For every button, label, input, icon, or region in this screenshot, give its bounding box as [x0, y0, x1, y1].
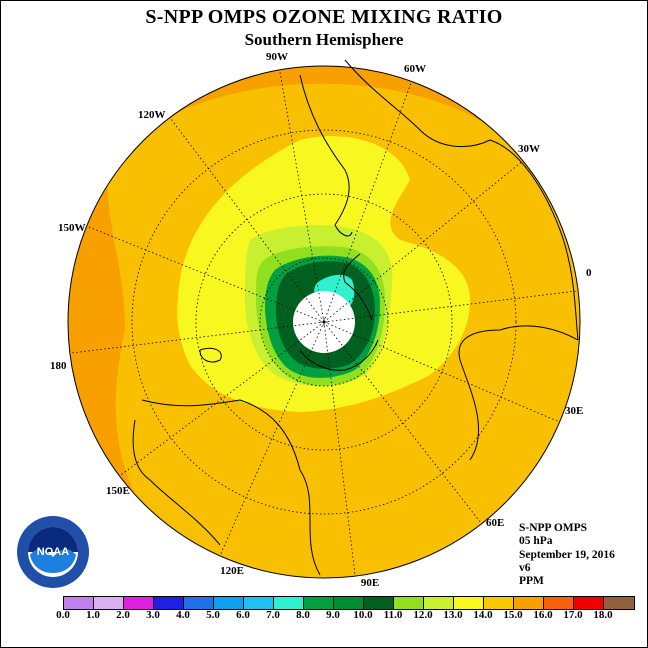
colorbar-tick-label: 12.0 [413, 609, 433, 621]
graticule [69, 69, 579, 577]
map-title: S-NPP OMPS OZONE MIXING RATIO [145, 6, 503, 28]
colorbar-swatch [604, 597, 634, 609]
coastline-path [458, 325, 579, 461]
colorbar-swatch [484, 597, 514, 609]
colorbar-swatch [364, 597, 394, 609]
longitude-label: 30W [518, 143, 540, 155]
colorbar-tick-label: 4.0 [176, 609, 190, 621]
colorbar-swatch [154, 597, 184, 609]
colorbar-tick-label: 1.0 [86, 609, 100, 621]
coastline-path [299, 339, 379, 371]
colorbar-tick-label: 5.0 [206, 609, 220, 621]
colorbar-tick-label: 6.0 [236, 609, 250, 621]
map-subtitle: Southern Hemisphere [244, 30, 404, 49]
colorbar-swatch [214, 597, 244, 609]
longitude-label: 60W [404, 63, 426, 75]
longitude-label: 120W [138, 109, 166, 121]
colorbar-swatch [184, 597, 214, 609]
colorbar-swatch [124, 597, 154, 609]
latitude-circle [195, 193, 453, 451]
coastline-path [299, 74, 353, 237]
longitude-label: 0 [586, 267, 592, 279]
meridian-line [69, 321, 325, 354]
meridian-line [323, 321, 560, 423]
latitude-circle [131, 129, 517, 515]
colorbar-tick-label: 14.0 [473, 609, 493, 621]
colorbar-swatch [424, 597, 454, 609]
meridian-line [279, 69, 325, 323]
meridian-line [169, 117, 325, 323]
colorbar-swatch [394, 597, 424, 609]
colorbar-tick-label: 16.0 [533, 609, 553, 621]
colorbar-swatch [64, 597, 94, 609]
meridian-line [323, 81, 412, 323]
info-date: September 19, 2016 [519, 548, 615, 561]
latitude-circle [259, 257, 389, 387]
colorbar-swatch [454, 597, 484, 609]
longitude-label: 90E [361, 577, 379, 589]
meridian-line [119, 321, 325, 477]
colorbar-tick-label: 8.0 [296, 609, 310, 621]
colorbar-labels: 0.0 1.0 2.0 3.0 4.0 5.0 6.0 7.0 8.0 9.0 10.0 11.0 12… [48, 609, 613, 623]
colorbar-tick-label: 10.0 [353, 609, 373, 621]
longitude-label: 180 [50, 360, 67, 372]
colorbar-tick-label: 17.0 [563, 609, 583, 621]
meridian-line [323, 290, 579, 323]
ozone-field [68, 66, 580, 578]
longitude-label: 120E [220, 565, 244, 577]
colorbar-swatch [544, 597, 574, 609]
colorbar [63, 596, 635, 610]
meridian-line [323, 160, 524, 323]
logo-sky [28, 527, 78, 552]
meridian-line [323, 321, 356, 577]
colorbar-tick-label: 9.0 [326, 609, 340, 621]
meridian-line [323, 321, 482, 524]
colorbar-tick-label: 18.0 [593, 609, 613, 621]
map-boundary [67, 65, 581, 579]
info-instrument: S-NPP OMPS [519, 522, 588, 534]
longitude-labels: 0 30E 60E 90E 120E 150E 180 150W 120W 90W 60W 30W [50, 51, 592, 589]
info-pressure-level: 05 hPa [519, 535, 553, 548]
coastline-path [199, 347, 222, 363]
coastline-path [344, 59, 579, 341]
longitude-label: 90W [266, 51, 288, 63]
colorbar-swatch [94, 597, 124, 609]
colorbar-swatch [334, 597, 364, 609]
meridian-line [219, 321, 325, 557]
pole-marker [320, 318, 328, 326]
colorbar-tick-label: 13.0 [443, 609, 463, 621]
longitude-label: 150W [58, 222, 86, 234]
colorbar-tick-label: 0.0 [56, 609, 70, 621]
meridian-line [86, 225, 325, 323]
coastline-path [343, 253, 373, 321]
colorbar-swatch [514, 597, 544, 609]
colorbar-tick-label: 2.0 [116, 609, 130, 621]
info-block: S-NPP OMPS 05 hPa September 19, 2016 v6 … [519, 522, 615, 588]
longitude-label: 30E [565, 405, 583, 417]
info-units: PPM [519, 575, 544, 588]
noaa-logo: NOAA [17, 516, 89, 588]
coastline-path [141, 399, 321, 576]
info-version: v6 [519, 561, 531, 574]
logo-text: NOAA [37, 546, 69, 558]
colorbar-tick-label: 15.0 [503, 609, 523, 621]
colorbar-swatch [274, 597, 304, 609]
colorbar-tick-label: 11.0 [383, 609, 403, 621]
colorbar-swatch [244, 597, 274, 609]
colorbar-swatch [574, 597, 604, 609]
colorbar-tick-label: 7.0 [266, 609, 280, 621]
longitude-label: 60E [486, 517, 504, 529]
coastline-path [132, 419, 221, 546]
logo-seagull-icon [30, 549, 76, 573]
coastlines [132, 59, 579, 576]
colorbar-tick-label: 3.0 [146, 609, 160, 621]
colorbar-swatch [304, 597, 334, 609]
longitude-label: 150E [106, 485, 130, 497]
